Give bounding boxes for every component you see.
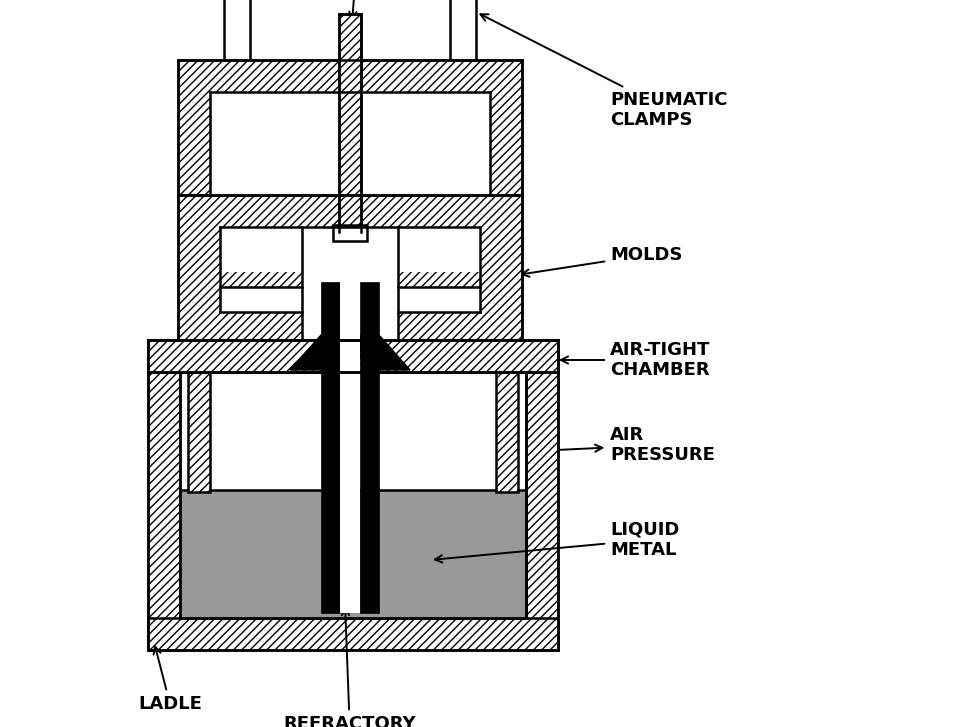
Bar [496, 372, 518, 492]
Bar [148, 340, 558, 372]
Bar [224, 0, 250, 60]
Bar [333, 225, 367, 241]
Text: REFRACTORY
POURING TUBE: REFRACTORY POURING TUBE [274, 608, 426, 727]
Bar [526, 340, 558, 650]
Bar [188, 372, 210, 492]
Bar [148, 340, 558, 372]
Text: PLUNGER: PLUNGER [308, 0, 402, 19]
Bar [340, 282, 360, 613]
Bar [398, 287, 480, 312]
Text: AIR-TIGHT
CHAMBER: AIR-TIGHT CHAMBER [561, 341, 710, 379]
Text: AIR
PRESSURE: AIR PRESSURE [559, 425, 715, 465]
Bar [450, 0, 476, 60]
Polygon shape [360, 335, 410, 370]
Bar [178, 195, 522, 340]
Bar [178, 60, 522, 195]
Bar [321, 282, 340, 613]
Text: PNEUMATIC
CLAMPS: PNEUMATIC CLAMPS [480, 15, 728, 129]
Bar [148, 340, 180, 650]
Bar [360, 282, 379, 613]
Text: LADLE: LADLE [138, 647, 202, 713]
Bar [180, 372, 526, 618]
Text: MOLDS: MOLDS [522, 246, 683, 277]
Text: LIQUID
METAL: LIQUID METAL [435, 521, 680, 563]
Bar [220, 287, 302, 312]
Polygon shape [290, 335, 340, 370]
Bar [210, 92, 490, 195]
Bar [148, 618, 558, 650]
Bar [180, 490, 526, 618]
Bar [220, 227, 480, 272]
Bar [339, 14, 361, 232]
Bar [302, 272, 398, 340]
